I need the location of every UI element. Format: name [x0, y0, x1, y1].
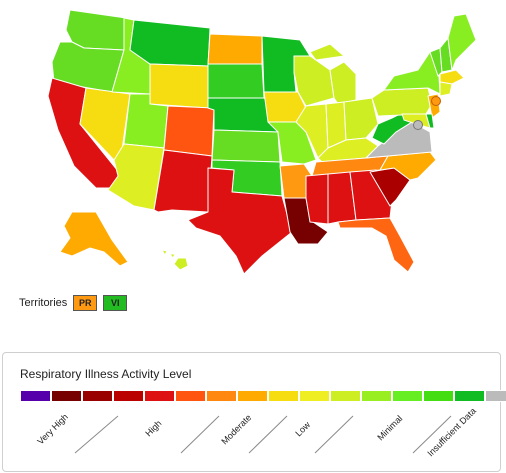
legend-swatch — [113, 390, 144, 402]
legend-swatch — [330, 390, 361, 402]
legend-label-moderate: Moderate — [219, 412, 253, 446]
legend-panel: Respiratory Illness Activity Level Very … — [2, 352, 506, 472]
legend-divider — [74, 415, 119, 454]
state-KS[interactable] — [211, 129, 281, 163]
legend-labels: Very High High Moderate Low Minimal Insu… — [35, 406, 478, 459]
state-AK[interactable] — [59, 211, 129, 267]
territory-pr[interactable]: PR — [73, 295, 98, 311]
state-TX[interactable] — [187, 167, 293, 275]
legend-label-high: High — [143, 418, 163, 438]
state-OH[interactable] — [343, 97, 379, 141]
state-ME[interactable] — [447, 13, 477, 71]
state-HI[interactable] — [161, 249, 189, 271]
state-WY[interactable] — [149, 63, 209, 109]
legend-swatch — [144, 390, 175, 402]
legend-swatch — [206, 390, 237, 402]
legend-label-minimal: Minimal — [375, 413, 404, 442]
state-DE[interactable] — [425, 113, 435, 129]
dc-marker[interactable] — [413, 120, 423, 130]
legend-swatch — [82, 390, 113, 402]
legend-swatch — [51, 390, 82, 402]
state-FL[interactable] — [337, 217, 415, 273]
legend-swatch — [423, 390, 454, 402]
territory-vi[interactable]: VI — [103, 295, 128, 311]
state-MS[interactable] — [305, 173, 329, 225]
state-PA[interactable] — [371, 87, 433, 117]
legend-swatch — [299, 390, 330, 402]
legend-swatches — [20, 390, 506, 402]
state-CT[interactable] — [439, 81, 453, 97]
legend-swatch — [361, 390, 392, 402]
state-CO[interactable] — [163, 105, 215, 157]
state-ND[interactable] — [207, 33, 263, 65]
legend-divider — [412, 415, 452, 454]
legend-swatch — [268, 390, 299, 402]
legend-divider — [180, 415, 220, 454]
territories-row: Territories PR VI — [19, 295, 128, 311]
us-respiratory-map — [47, 9, 477, 275]
nj-city-marker[interactable] — [431, 96, 441, 106]
legend-title: Respiratory Illness Activity Level — [20, 367, 192, 381]
state-WV[interactable] — [371, 111, 413, 145]
legend-swatch — [237, 390, 268, 402]
state-WI[interactable] — [293, 55, 335, 107]
legend-swatch — [485, 390, 506, 402]
legend-swatch — [175, 390, 206, 402]
territories-label: Territories — [19, 297, 68, 309]
legend-label-low: Low — [293, 419, 312, 438]
legend-label-very-high: Very High — [35, 412, 70, 447]
state-SD[interactable] — [207, 63, 265, 99]
legend-swatch — [20, 390, 51, 402]
legend-swatch — [392, 390, 423, 402]
state-MA[interactable] — [439, 69, 465, 85]
legend-swatch — [454, 390, 485, 402]
state-NM[interactable] — [153, 149, 213, 213]
legend-divider — [248, 415, 288, 454]
legend-label-insufficient: Insufficient Data — [425, 406, 478, 459]
legend-divider — [314, 415, 354, 454]
